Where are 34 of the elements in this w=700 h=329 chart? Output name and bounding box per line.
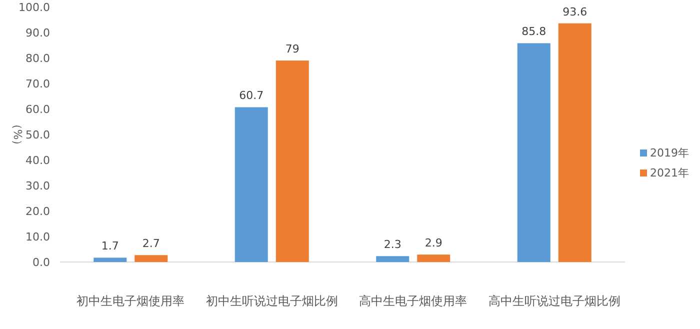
x-tick-label: 初中生听说过电子烟比例 <box>206 294 338 308</box>
data-label: 2.3 <box>384 238 402 252</box>
data-label: 85.8 <box>522 25 546 38</box>
data-label: 79 <box>285 42 300 56</box>
legend-label: 2021年 <box>650 166 689 180</box>
bar <box>134 255 168 262</box>
y-tick-label: 100.0 <box>18 1 50 14</box>
y-tick-label: 80.0 <box>26 52 50 65</box>
data-label: 60.7 <box>239 89 264 102</box>
data-label: 2.9 <box>424 236 442 250</box>
bar <box>417 254 450 262</box>
y-tick-label: 90.0 <box>26 26 50 40</box>
bar <box>376 256 410 262</box>
x-tick-label: 高中生电子烟使用率 <box>359 294 468 308</box>
x-tick-label: 初中生电子烟使用率 <box>76 294 185 308</box>
x-tick-label: 高中生听说过电子烟比例 <box>488 294 620 308</box>
y-axis-title: （%） <box>11 118 24 151</box>
bar <box>94 258 127 262</box>
bar <box>517 43 550 262</box>
bar <box>276 60 309 262</box>
data-label: 1.7 <box>101 240 119 253</box>
y-tick-label: 50.0 <box>26 128 50 142</box>
y-tick-label: 0.0 <box>32 256 50 269</box>
y-tick-label: 20.0 <box>26 205 50 218</box>
y-tick-label: 30.0 <box>26 180 50 192</box>
bar <box>234 107 268 262</box>
legend-label: 2019年 <box>650 146 689 160</box>
y-tick-label: 60.0 <box>26 103 50 116</box>
y-tick-label: 70.0 <box>26 78 50 90</box>
y-tick-label: 10.0 <box>26 230 50 244</box>
y-tick-label: 40.0 <box>26 154 50 167</box>
data-label: 93.6 <box>562 5 588 18</box>
bar <box>558 23 592 262</box>
data-label: 2.7 <box>142 237 160 250</box>
